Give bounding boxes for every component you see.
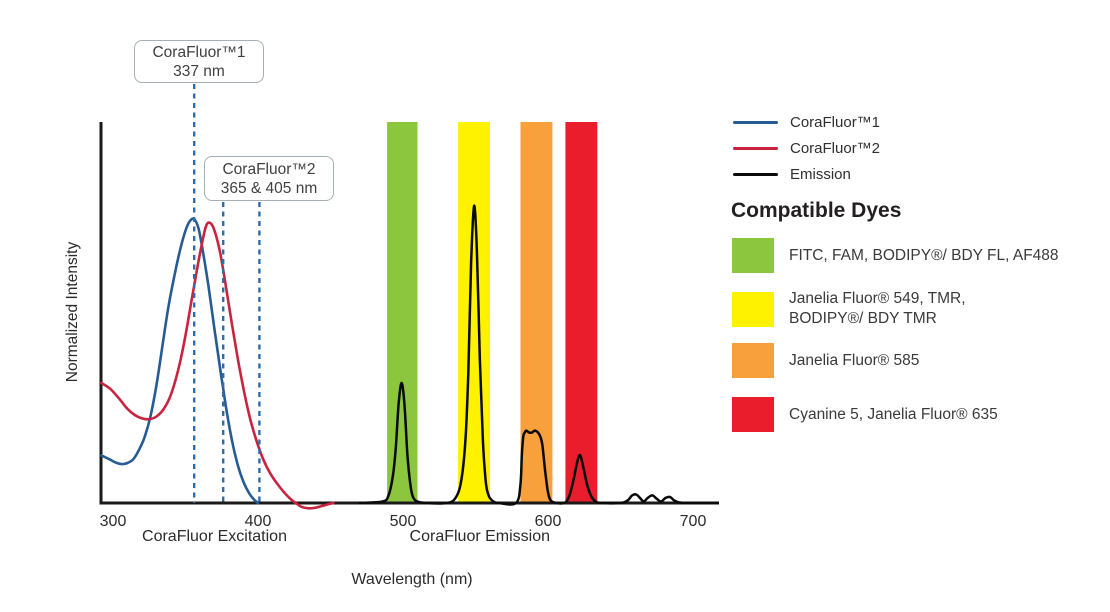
dye-label-line1: FITC, FAM, BODIPY®/ BDY FL, AF488 (789, 246, 1059, 264)
dye-label: FITC, FAM, BODIPY®/ BDY FL, AF488 (789, 246, 1059, 266)
dye-swatch-orange (732, 343, 774, 378)
callout-value: 337 nm (173, 62, 225, 80)
dye-label: Cyanine 5, Janelia Fluor® 635 (789, 405, 998, 425)
corafluor1-excitation-curve (100, 217, 260, 505)
legend-line-swatch-red (733, 146, 778, 150)
dye-item-green: FITC, FAM, BODIPY®/ BDY FL, AF488 (732, 238, 1059, 273)
legend-item-emission: Emission (733, 161, 880, 187)
dye-label-line1: Janelia Fluor® 549, TMR, (789, 290, 966, 307)
x-tick-400: 400 (245, 513, 272, 530)
callout-title: CoraFluor™1 (152, 43, 246, 61)
callout-title: CoraFluor™2 (222, 160, 316, 178)
dye-label-line1: Cyanine 5, Janelia Fluor® 635 (789, 405, 998, 423)
legend-line-swatch-black (733, 172, 778, 176)
dye-label-line2: BODIPY®/ BDY TMR (789, 310, 937, 327)
x-tick-300: 300 (100, 513, 127, 530)
band-green-window (387, 122, 418, 503)
dye-swatch-red (732, 397, 774, 432)
x-region-label-0: CoraFluor Excitation (142, 528, 287, 545)
dye-label: Janelia Fluor® 549, TMR, BODIPY®/ BDY TM… (789, 289, 966, 329)
x-tick-500: 500 (390, 513, 417, 530)
legend-item-corafluor2: CoraFluor™2 (733, 135, 880, 161)
dye-item-yellow: Janelia Fluor® 549, TMR, BODIPY®/ BDY TM… (732, 289, 966, 329)
legend-item-corafluor1: CoraFluor™1 (733, 109, 880, 135)
legend-line-swatch-blue (733, 120, 778, 124)
dye-item-orange: Janelia Fluor® 585 (732, 343, 919, 378)
dye-label: Janelia Fluor® 585 (789, 351, 919, 371)
corafluor2-excitation-curve (100, 221, 335, 510)
legend-label: CoraFluor™1 (790, 113, 881, 131)
dye-swatch-yellow (732, 291, 774, 327)
compatible-dyes-heading: Compatible Dyes (731, 199, 902, 222)
legend-label: Emission (790, 165, 851, 183)
x-tick-700: 700 (680, 513, 707, 530)
callout-value: 365 & 405 nm (220, 179, 318, 197)
y-axis-title: Normalized Intensity (64, 242, 81, 383)
band-yellow-window (458, 122, 490, 503)
dye-swatch-green (732, 238, 774, 273)
dye-label-line1: Janelia Fluor® 585 (789, 351, 920, 369)
callout-corafluor2-365-405nm: CoraFluor™2 365 & 405 nm (204, 156, 334, 201)
x-axis-title: Wavelength (nm) (351, 571, 472, 588)
callout-corafluor1-337nm: CoraFluor™1 337 nm (134, 40, 264, 83)
band-orange-window (520, 122, 553, 503)
x-region-label-1: CoraFluor Emission (410, 528, 550, 545)
emission-curve (358, 204, 719, 506)
legend-label: CoraFluor™2 (790, 139, 881, 157)
dye-item-red: Cyanine 5, Janelia Fluor® 635 (732, 397, 998, 432)
legend: CoraFluor™1 CoraFluor™2 Emission (733, 109, 880, 187)
band-red-window (565, 122, 598, 503)
x-tick-600: 600 (535, 513, 562, 530)
